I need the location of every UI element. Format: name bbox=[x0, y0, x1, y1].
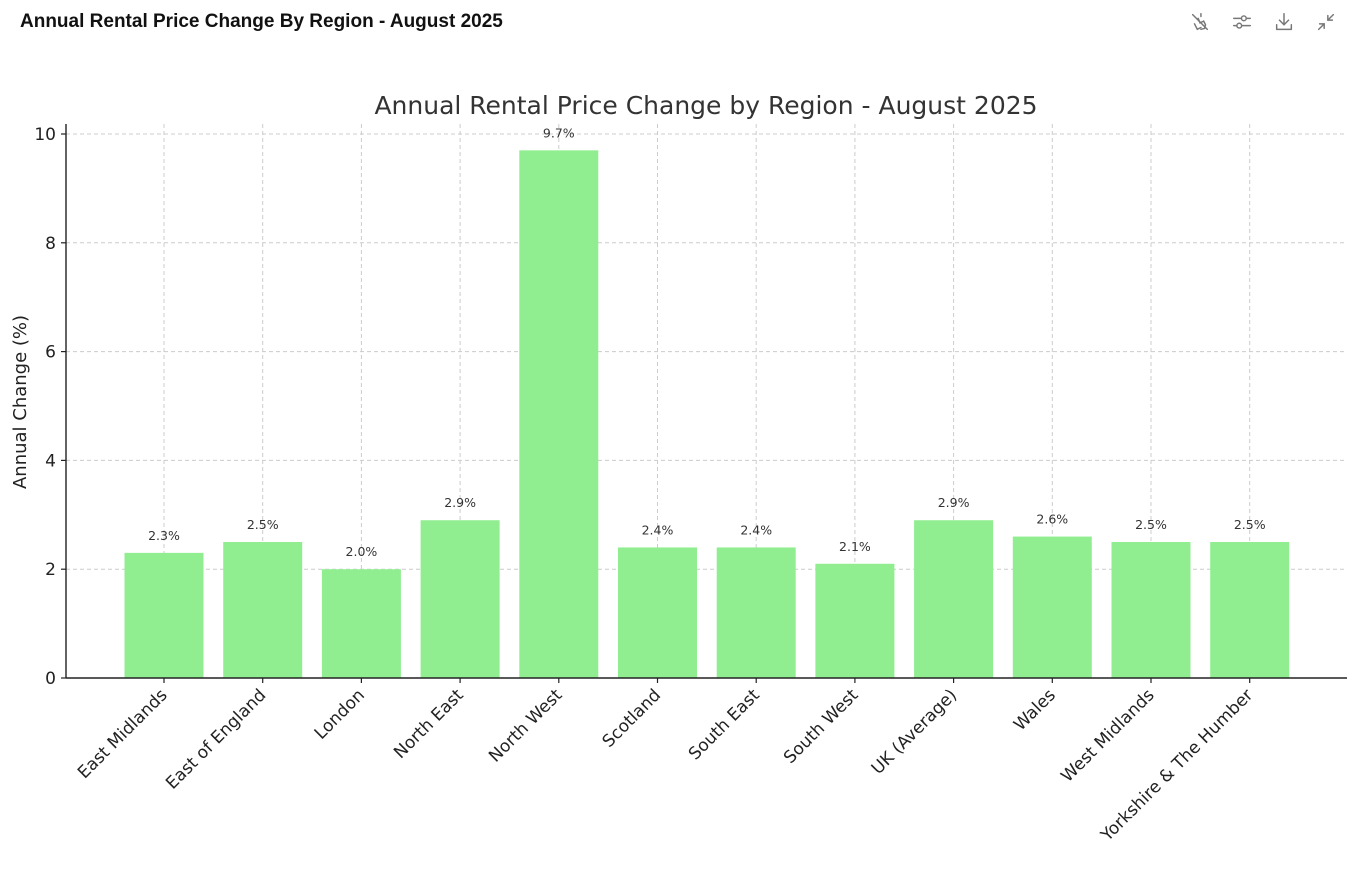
y-tick-label: 8 bbox=[45, 234, 56, 254]
bar bbox=[420, 520, 500, 678]
bar-value-label: 2.5% bbox=[1234, 517, 1266, 532]
x-tick-label: Wales bbox=[1010, 685, 1060, 735]
bar-value-label: 2.9% bbox=[938, 495, 970, 510]
bar-value-label: 2.5% bbox=[247, 517, 279, 532]
interactive-toggle-button[interactable] bbox=[1188, 10, 1212, 34]
bar bbox=[914, 520, 994, 678]
chart-title: Annual Rental Price Change by Region - A… bbox=[374, 91, 1037, 120]
y-tick-label: 10 bbox=[34, 125, 56, 145]
y-tick-label: 0 bbox=[45, 669, 56, 689]
page-title: Annual Rental Price Change By Region - A… bbox=[20, 11, 503, 32]
adjust-button[interactable] bbox=[1230, 10, 1254, 34]
collapse-icon bbox=[1317, 13, 1335, 31]
bar-value-label: 2.4% bbox=[642, 522, 674, 537]
bar-value-label: 2.3% bbox=[148, 528, 180, 543]
adjust-icon bbox=[1233, 15, 1251, 29]
bar bbox=[1012, 536, 1092, 678]
x-tick-label: South East bbox=[685, 685, 764, 764]
bar-value-label: 9.7% bbox=[543, 125, 575, 140]
y-tick-label: 6 bbox=[45, 343, 56, 363]
bar bbox=[1210, 542, 1290, 678]
x-tick-label: East Midlands bbox=[74, 685, 172, 783]
bar bbox=[519, 150, 599, 678]
x-tick-label: South West bbox=[780, 685, 863, 768]
download-button[interactable] bbox=[1272, 10, 1296, 34]
interactive-toggle-icon bbox=[1191, 13, 1209, 31]
bars bbox=[124, 150, 1290, 678]
bar bbox=[124, 552, 204, 678]
y-tick-label: 4 bbox=[45, 451, 56, 471]
x-tick-label: Scotland bbox=[599, 685, 665, 751]
bar bbox=[1111, 542, 1191, 678]
header-bar: Annual Rental Price Change By Region - A… bbox=[0, 0, 1352, 46]
bar-value-label: 2.5% bbox=[1135, 517, 1167, 532]
grid bbox=[66, 124, 1347, 678]
bar bbox=[815, 563, 895, 678]
bar bbox=[223, 542, 303, 678]
bar bbox=[618, 547, 697, 678]
bar-value-label: 2.1% bbox=[839, 539, 871, 554]
chart-toolbar bbox=[1188, 10, 1338, 34]
download-icon bbox=[1275, 13, 1293, 31]
bar-value-label: 2.4% bbox=[740, 522, 772, 537]
x-tick-label: North West bbox=[485, 685, 566, 766]
y-axis-label: Annual Change (%) bbox=[10, 315, 31, 489]
bar-value-label: 2.6% bbox=[1036, 512, 1068, 527]
collapse-button[interactable] bbox=[1314, 10, 1338, 34]
y-tick-label: 2 bbox=[45, 560, 56, 580]
bar-value-label: 2.0% bbox=[346, 544, 378, 559]
bar-labels: 2.3% 2.5% 2.0% 2.9% 9.7% 2.4% 2.4% 2.1% 2.9% 2.6%… bbox=[148, 125, 1266, 559]
bar bbox=[321, 569, 401, 678]
x-tick-label: West Midlands bbox=[1057, 685, 1158, 786]
x-tick-label: East of England bbox=[162, 685, 270, 793]
bar-value-label: 2.9% bbox=[444, 495, 476, 510]
x-tick-label: North East bbox=[390, 685, 468, 763]
bar-chart: 2.3% 2.5% 2.0% 2.9% 9.7% 2.4% 2.4% 2.1% 2.9% 2.6%… bbox=[10, 91, 1347, 846]
x-tick-label: London bbox=[311, 685, 369, 743]
bar bbox=[716, 547, 796, 678]
x-tick-label: UK (Average) bbox=[868, 685, 961, 778]
